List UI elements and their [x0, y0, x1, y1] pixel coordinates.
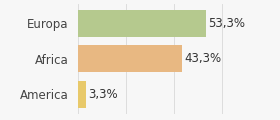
Bar	[78, 10, 206, 37]
Bar	[78, 45, 182, 72]
Bar	[78, 81, 86, 108]
Text: 43,3%: 43,3%	[184, 52, 221, 65]
Text: 53,3%: 53,3%	[208, 17, 245, 30]
Text: 3,3%: 3,3%	[88, 88, 118, 101]
